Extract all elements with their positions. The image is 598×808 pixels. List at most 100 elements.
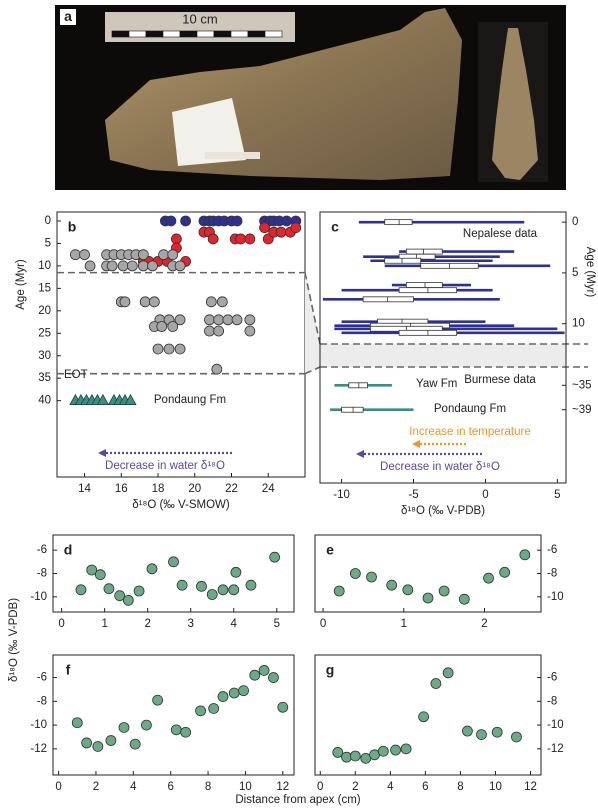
data-point <box>228 687 240 699</box>
panel-c: c -10 -5 0 5 0 5 10 ~35 ~39 δ¹⁸O (‰ V-PDB) Age (Myr… <box>304 211 596 517</box>
data-point <box>94 569 106 581</box>
x-tick-label: 0 <box>55 781 61 793</box>
box <box>405 282 443 289</box>
panel-g: g 0 2 4 6 8 10 12 -12 -10 -8 -6 <box>314 654 564 793</box>
data-point <box>333 585 345 597</box>
y-tick-label: -12 <box>30 743 47 755</box>
data-point <box>180 215 191 227</box>
y-tick-label: 10 <box>38 260 51 272</box>
box <box>384 257 422 264</box>
x-tick-label: 8 <box>457 781 463 793</box>
data-point <box>207 233 219 245</box>
x-tick-label: 4 <box>231 618 238 630</box>
panel-label-box <box>60 9 76 25</box>
data-point <box>206 589 218 600</box>
y-tick-label: ~35 <box>572 379 592 391</box>
panel-label: f <box>66 662 71 678</box>
x-axis-label: δ¹⁸O (‰ V-SMOW) <box>132 499 230 511</box>
data-point <box>174 343 186 355</box>
data-point <box>180 726 192 738</box>
plot-frame <box>319 211 567 484</box>
y-tick-label: 5 <box>572 267 578 279</box>
scale-segment <box>162 30 181 38</box>
box <box>384 219 413 226</box>
data-point <box>377 745 389 757</box>
data-point <box>195 705 206 717</box>
data-point <box>158 249 169 261</box>
y-tick-label: -6 <box>37 544 47 556</box>
data-point <box>231 215 243 227</box>
data-point <box>96 393 110 405</box>
arrow-head <box>412 440 420 448</box>
x-axis-label: δ¹⁸O (‰ V-PDB) <box>401 505 485 517</box>
box <box>341 406 364 413</box>
scale-segment <box>179 30 198 38</box>
x-tick-label: 1 <box>401 618 407 630</box>
data-point <box>400 743 412 755</box>
panel-d: d 0 1 2 3 4 5 -10 -8 -6 <box>30 534 295 630</box>
x-tick-label: 8 <box>205 781 211 793</box>
matrix-patch <box>172 98 246 166</box>
y-tick-label: -8 <box>547 568 557 580</box>
x-tick-label: 0 <box>58 618 64 630</box>
data-point <box>176 579 188 591</box>
annotation: Nepalese data <box>463 228 538 240</box>
panel-label: c <box>331 219 339 235</box>
data-point <box>418 711 430 723</box>
connector-line <box>304 272 321 345</box>
panel-label: a <box>64 8 72 24</box>
scale-segment <box>230 30 249 38</box>
data-point <box>402 584 414 596</box>
y-tick-label: -6 <box>547 672 557 684</box>
data-point <box>259 222 270 234</box>
data-point <box>438 585 450 597</box>
data-point <box>249 669 261 681</box>
data-point <box>92 741 104 752</box>
annotation: Burmese data <box>464 374 536 386</box>
x-tick-label: 18 <box>152 483 165 495</box>
data-point <box>147 260 158 272</box>
data-point <box>458 593 470 605</box>
panel-label: e <box>326 542 334 558</box>
x-tick-label: 22 <box>225 483 238 495</box>
x-tick-label: 6 <box>167 781 173 793</box>
data-point <box>170 724 182 736</box>
data-point <box>349 568 361 579</box>
specimen-tag <box>205 152 260 159</box>
connector-line <box>304 366 321 375</box>
x-tick-label: 2 <box>352 781 358 793</box>
y-tick-label: -10 <box>547 719 564 731</box>
annotation: Pondaung Fm <box>434 403 506 415</box>
y-tick-label: 25 <box>38 327 51 339</box>
data-point <box>390 744 401 756</box>
x-tick-label: 5 <box>554 489 560 501</box>
arrow-head <box>356 450 364 458</box>
data-point <box>217 584 229 596</box>
data-point <box>217 691 229 702</box>
data-point <box>211 363 223 375</box>
panel-f: f 0 2 4 6 8 10 12 -12 -10 -8 -6 <box>30 654 295 793</box>
x-tick-label: 4 <box>387 781 394 793</box>
data-point <box>244 233 256 245</box>
data-point <box>71 717 83 729</box>
shell <box>492 28 538 180</box>
data-point <box>196 580 207 592</box>
y-tick-label: 5 <box>45 237 51 249</box>
y-tick-label: ~39 <box>572 404 592 416</box>
data-point <box>499 566 511 578</box>
x-tick-label: 6 <box>422 781 428 793</box>
panel-b: b 14 16 18 20 22 24 0 5 10 15 20 25 30 35 40 δ¹⁸O (‰ V-S… <box>15 211 306 511</box>
y-tick-label: 35 <box>38 372 51 384</box>
data-point <box>114 590 126 602</box>
panel-a: 10 cm a <box>55 5 566 190</box>
scale-label: 10 cm <box>182 11 217 26</box>
data-point <box>277 701 289 713</box>
data-point <box>168 556 179 568</box>
connector-band <box>305 272 566 374</box>
y-tick-label: -12 <box>547 743 564 755</box>
data-point <box>133 585 145 597</box>
data-point <box>231 314 243 326</box>
data-point <box>204 325 215 337</box>
x-tick-label: -10 <box>333 489 350 501</box>
data-point <box>213 314 225 326</box>
